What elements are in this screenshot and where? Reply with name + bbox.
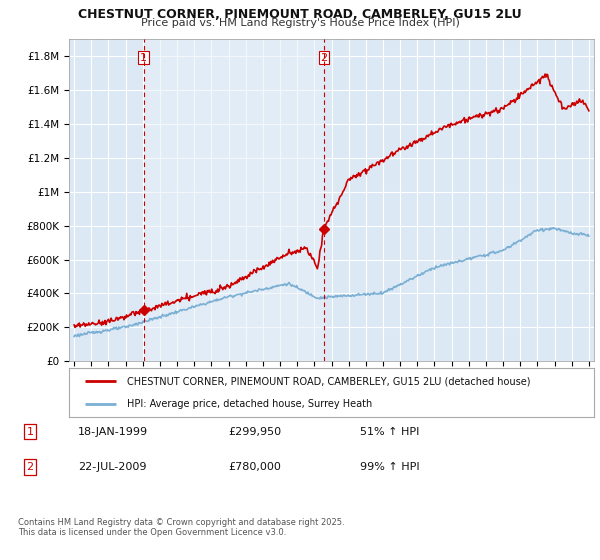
Text: 1: 1 [26,427,34,437]
Text: 1: 1 [140,53,147,63]
Text: Contains HM Land Registry data © Crown copyright and database right 2025.
This d: Contains HM Land Registry data © Crown c… [18,518,344,538]
Text: 2: 2 [320,53,328,63]
Bar [143,39,324,361]
Text: 22-JUL-2009: 22-JUL-2009 [78,462,146,472]
Text: 99% ↑ HPI: 99% ↑ HPI [360,462,419,472]
Text: HPI: Average price, detached house, Surrey Heath: HPI: Average price, detached house, Surr… [127,399,372,409]
Text: 2: 2 [26,462,34,472]
Text: £780,000: £780,000 [228,462,281,472]
Text: 18-JAN-1999: 18-JAN-1999 [78,427,148,437]
Text: CHESTNUT CORNER, PINEMOUNT ROAD, CAMBERLEY, GU15 2LU (detached house): CHESTNUT CORNER, PINEMOUNT ROAD, CAMBERL… [127,376,530,386]
Text: CHESTNUT CORNER, PINEMOUNT ROAD, CAMBERLEY, GU15 2LU: CHESTNUT CORNER, PINEMOUNT ROAD, CAMBERL… [78,8,522,21]
Text: Price paid vs. HM Land Registry's House Price Index (HPI): Price paid vs. HM Land Registry's House … [140,18,460,29]
Text: 51% ↑ HPI: 51% ↑ HPI [360,427,419,437]
Text: £299,950: £299,950 [228,427,281,437]
